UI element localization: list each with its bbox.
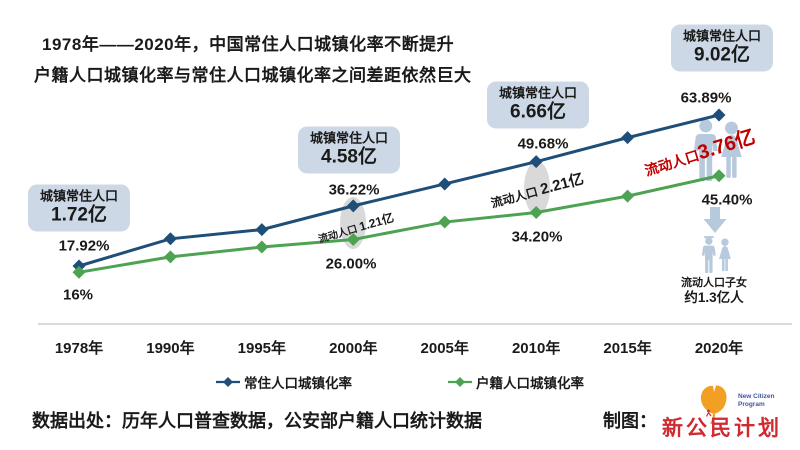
data-point-marker xyxy=(438,215,452,229)
data-point-marker xyxy=(621,131,635,145)
data-point-marker xyxy=(255,223,269,237)
gap-ellipse xyxy=(340,197,366,249)
point-label: 16% xyxy=(62,286,94,304)
migrant-children-caption: 流动人口子女 约1.3亿人 xyxy=(681,276,747,306)
x-axis-label: 2010年 xyxy=(511,340,561,357)
data-point-marker xyxy=(438,177,452,191)
data-point-marker xyxy=(529,206,543,220)
callout-value: 6.66亿 xyxy=(510,101,566,123)
title-line-2: 户籍人口城镇化率与常住人口城镇化率之间差距依然巨大 xyxy=(34,66,472,85)
x-axis-label: 1990年 xyxy=(146,340,195,357)
point-label: 36.22% xyxy=(328,181,380,199)
x-axis-label: 2000年 xyxy=(329,340,378,357)
legend-marker-resident-icon xyxy=(216,377,240,387)
data-point-marker xyxy=(163,250,177,264)
point-label: 63.89% xyxy=(680,89,732,107)
data-point-marker xyxy=(346,232,360,246)
logo-chinese-text: 新公民计划 xyxy=(662,417,782,440)
new-citizen-program-logo: 新公民计划 New Citizen Program xyxy=(660,385,794,448)
point-label: 45.40% xyxy=(701,191,753,209)
callout-label: 城镇常住人口 xyxy=(39,188,119,204)
down-arrow-icon xyxy=(703,207,727,233)
gap-ellipse xyxy=(524,161,550,215)
children-caption-line1: 流动人口子女 xyxy=(681,277,747,289)
chart-series xyxy=(72,108,726,279)
data-point-marker xyxy=(712,169,726,183)
callout-box: 城镇常住人口 9.02亿 xyxy=(670,24,774,72)
x-axis-label: 2005年 xyxy=(420,340,469,357)
data-source-text: 数据出处：历年人口普查数据，公安部户籍人口统计数据 xyxy=(32,411,482,431)
point-label: 26.00% xyxy=(325,255,377,273)
point-label: 34.20% xyxy=(511,228,563,246)
x-axis-label: 1978年 xyxy=(54,340,104,357)
callout-value: 1.72亿 xyxy=(51,204,107,226)
logo-en-line2: Program xyxy=(738,401,765,409)
legend-item-resident-rate: 常住人口城镇化率 xyxy=(216,372,352,392)
chart-legend: 常住人口城镇化率 户籍人口城镇化率 xyxy=(0,372,800,392)
logo-en-line1: New Citizen xyxy=(738,393,775,400)
callout-value: 4.58亿 xyxy=(321,146,377,168)
x-axis-label: 1995年 xyxy=(237,340,287,357)
callout-box: 城镇常住人口 1.72亿 xyxy=(27,184,131,232)
callout-box: 城镇常住人口 4.58亿 xyxy=(297,126,401,174)
point-label: 17.92% xyxy=(58,237,110,255)
series-line xyxy=(78,174,720,274)
logo-english-text: New Citizen Program xyxy=(738,393,774,409)
migrant-adults-icon xyxy=(693,119,742,182)
children-caption-line2: 约1.3亿人 xyxy=(684,290,744,306)
legend-label-resident: 常住人口城镇化率 xyxy=(244,376,352,391)
x-axis-label: 2020年 xyxy=(694,340,744,357)
legend-marker-hukou-icon xyxy=(448,377,472,387)
legend-item-hukou-rate: 户籍人口城镇化率 xyxy=(448,372,584,392)
legend-label-hukou: 户籍人口城镇化率 xyxy=(476,376,584,391)
data-point-marker xyxy=(712,108,726,122)
title-line-1: 1978年——2020年，中国常住人口城镇化率不断提升 xyxy=(42,35,455,54)
data-point-marker xyxy=(163,232,177,246)
series-line xyxy=(78,113,720,268)
credit-label: 制图： xyxy=(603,411,657,431)
callout-label: 城镇常住人口 xyxy=(309,130,389,146)
callout-label: 城镇常住人口 xyxy=(498,85,578,101)
data-point-marker xyxy=(529,155,543,169)
ginkgo-leaf-icon xyxy=(700,385,727,424)
data-point-marker xyxy=(72,265,86,279)
data-point-marker xyxy=(255,240,269,254)
point-label: 49.68% xyxy=(517,135,569,153)
callout-box: 城镇常住人口 6.66亿 xyxy=(486,81,590,129)
callout-value: 9.02亿 xyxy=(694,44,750,66)
data-point-marker xyxy=(621,189,635,203)
migrant-children-icon xyxy=(701,236,731,273)
data-point-marker xyxy=(346,199,360,213)
callout-label: 城镇常住人口 xyxy=(682,28,762,44)
x-axis-label: 2015年 xyxy=(603,340,652,357)
gap-ellipses xyxy=(340,161,550,249)
